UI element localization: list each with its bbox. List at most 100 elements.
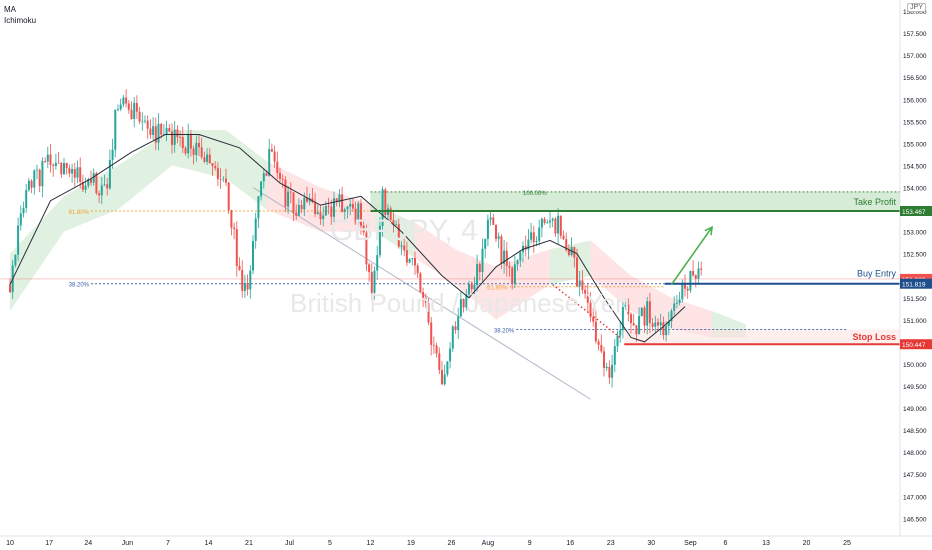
time-tick-label: 17: [45, 540, 53, 547]
target-arrow: [670, 226, 713, 286]
candle-body: [640, 307, 643, 317]
time-tick-label: 9: [528, 540, 532, 547]
ichimoku-cloud-segment: [590, 240, 631, 312]
price-tick-label: 158.000: [903, 9, 927, 16]
candle-body: [189, 133, 192, 149]
time-tick-label: 26: [448, 540, 456, 547]
candle-body: [619, 330, 622, 336]
candle-body: [297, 205, 300, 216]
candle-body: [468, 284, 470, 295]
time-tick-label: 10: [6, 540, 14, 547]
indicator-label-ichimoku[interactable]: Ichimoku: [4, 16, 37, 25]
candle-body: [400, 245, 403, 247]
candle-body: [119, 104, 122, 110]
candle-body: [243, 282, 246, 291]
candle-body: [327, 206, 330, 207]
candle-body: [171, 131, 173, 145]
candle-body: [284, 179, 287, 207]
candle-body: [662, 322, 665, 336]
candle-body: [592, 317, 595, 322]
candle-body: [697, 268, 700, 279]
candle-body: [403, 245, 406, 251]
candle-body: [268, 149, 271, 176]
candle-body: [611, 364, 614, 378]
candle-body: [500, 236, 503, 264]
candle-body: [527, 239, 530, 250]
price-tick-label: 152.500: [903, 252, 927, 259]
price-tick-label: 148.000: [903, 450, 927, 457]
watermark-symbol: GBPJPY, 4: [330, 214, 478, 247]
candle-body: [254, 218, 257, 241]
candle-body: [238, 266, 241, 271]
candle-body: [17, 225, 20, 255]
candle-body: [481, 248, 484, 273]
price-tick-label: 149.000: [903, 406, 927, 413]
candle-body: [384, 189, 387, 216]
buy-entry-price-tag: 151.819: [902, 282, 926, 289]
time-tick-label: 16: [566, 540, 574, 547]
time-tick-label: 13: [762, 540, 770, 547]
candle-body: [508, 265, 511, 268]
candle-body: [265, 173, 268, 176]
ichimoku-cloud-segment: [455, 249, 496, 320]
candle-body: [257, 196, 260, 219]
candle-body: [616, 335, 619, 347]
candle-body: [117, 109, 119, 111]
candle-body: [362, 225, 365, 233]
price-tick-label: 156.500: [903, 75, 927, 82]
candle-body: [33, 170, 36, 188]
candle-body: [106, 184, 109, 189]
candle-body: [216, 168, 219, 179]
time-tick-label: 6: [724, 540, 728, 547]
candle-body: [343, 209, 346, 212]
take-profit-zone: [370, 191, 900, 212]
candle-body: [648, 301, 651, 324]
candle-body: [41, 161, 44, 187]
candle-body: [646, 301, 649, 326]
candle-body: [630, 314, 632, 324]
candle-body: [60, 162, 63, 175]
candle-body: [270, 149, 273, 152]
candle-body: [411, 258, 414, 260]
candle-body: [624, 304, 627, 308]
candle-body: [90, 179, 92, 183]
candle-body: [252, 240, 254, 271]
candle-body: [92, 173, 95, 183]
candle-body: [235, 229, 238, 267]
candle-body: [516, 260, 519, 265]
candle-body: [651, 323, 654, 327]
time-tick-label: 7: [166, 540, 170, 547]
candle-body: [594, 321, 597, 342]
candle-body: [349, 204, 352, 207]
take-profit-price-tag-bg: [900, 206, 932, 217]
candle-body: [557, 215, 560, 234]
candle-body: [292, 192, 295, 213]
candle-body: [519, 252, 522, 261]
indicator-label-ma[interactable]: MA: [4, 5, 16, 14]
candle-body: [511, 267, 514, 284]
candle-body: [503, 250, 506, 264]
candle-body: [195, 142, 198, 156]
candle-body: [187, 133, 190, 154]
candle-body: [408, 259, 411, 263]
candle-body: [36, 169, 38, 171]
candle-body: [146, 120, 149, 129]
candle-body: [149, 128, 152, 135]
candle-body: [287, 191, 290, 207]
candle-body: [63, 162, 65, 175]
candle-body: [73, 169, 76, 178]
candle-body: [65, 162, 68, 169]
candle-body: [346, 206, 349, 210]
price-tick-label: 154.500: [903, 163, 927, 170]
candle-body: [25, 190, 28, 208]
candle-body: [621, 307, 624, 331]
candle-body: [678, 299, 681, 304]
candle-body: [44, 161, 47, 162]
candle-body: [71, 169, 74, 174]
time-tick-label: 25: [843, 540, 851, 547]
candle-body: [333, 198, 335, 217]
candle-body: [551, 218, 554, 221]
candle-body: [360, 203, 362, 226]
candle-body: [492, 217, 495, 225]
